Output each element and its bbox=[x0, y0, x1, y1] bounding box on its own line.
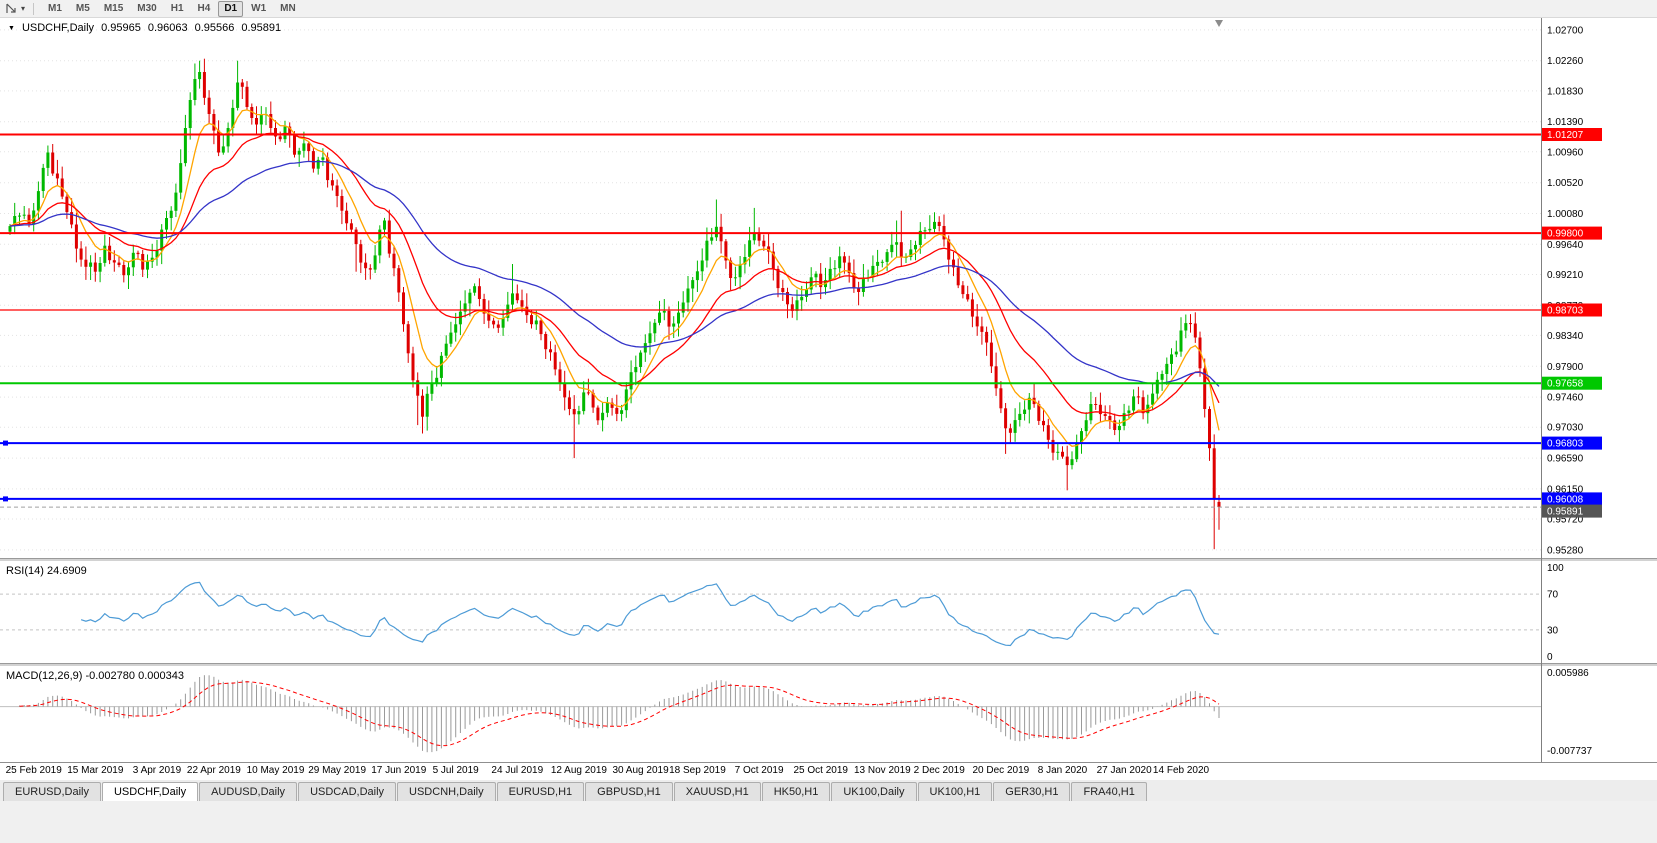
tab-xauusd-h1[interactable]: XAUUSD,H1 bbox=[673, 782, 761, 801]
timeframe-button-h4[interactable]: H4 bbox=[197, 2, 211, 14]
time-axis-label: 3 Apr 2019 bbox=[132, 765, 182, 776]
svg-text:0.97658: 0.97658 bbox=[1547, 379, 1584, 390]
svg-text:0.99210: 0.99210 bbox=[1547, 270, 1584, 281]
price-axis[interactable] bbox=[1542, 18, 1657, 762]
timeframe-button-m5[interactable]: M5 bbox=[75, 2, 90, 14]
timeframe-button-d1[interactable]: D1 bbox=[218, 0, 244, 17]
svg-text:0.97900: 0.97900 bbox=[1547, 362, 1584, 373]
time-axis-label: 30 Aug 2019 bbox=[612, 765, 669, 776]
tab-usdcnh-daily[interactable]: USDCNH,Daily bbox=[397, 782, 496, 801]
tab-eurusd-h1[interactable]: EURUSD,H1 bbox=[496, 782, 585, 801]
svg-text:0.95280: 0.95280 bbox=[1547, 545, 1584, 556]
time-axis-label: 2 Dec 2019 bbox=[913, 765, 965, 776]
svg-text:0.95720: 0.95720 bbox=[1547, 515, 1584, 526]
timeframe-button-h1[interactable]: H1 bbox=[170, 2, 184, 14]
svg-text:1.01390: 1.01390 bbox=[1547, 117, 1584, 128]
svg-text:0.005986: 0.005986 bbox=[1547, 668, 1589, 679]
time-axis-label: 20 Dec 2019 bbox=[972, 765, 1030, 776]
timeframe-button-m1[interactable]: M1 bbox=[48, 2, 62, 14]
crosshair-tool-icon[interactable] bbox=[5, 3, 18, 15]
svg-text:1.00960: 1.00960 bbox=[1547, 147, 1584, 158]
timeframe-button-mn[interactable]: MN bbox=[280, 2, 296, 14]
svg-text:0.96590: 0.96590 bbox=[1547, 454, 1584, 465]
timeframe-button-m15[interactable]: M15 bbox=[103, 2, 124, 14]
time-axis-label: 8 Jan 2020 bbox=[1037, 765, 1088, 776]
time-axis-label: 22 Apr 2019 bbox=[186, 765, 241, 776]
svg-text:0: 0 bbox=[1547, 652, 1553, 663]
time-axis-label: 18 Sep 2019 bbox=[669, 765, 726, 776]
svg-text:0.97030: 0.97030 bbox=[1547, 423, 1584, 434]
time-axis-label: 27 Jan 2020 bbox=[1096, 765, 1152, 776]
tab-fra40-h1[interactable]: FRA40,H1 bbox=[1071, 782, 1147, 801]
svg-text:0.96008: 0.96008 bbox=[1547, 494, 1584, 505]
svg-text:70: 70 bbox=[1547, 590, 1559, 601]
tab-uk100-daily[interactable]: UK100,Daily bbox=[831, 782, 917, 801]
tab-uk100-h1[interactable]: UK100,H1 bbox=[917, 782, 993, 801]
timeframe-toolbar: M1 M5 M15 M30 H1 H4 D1 W1 MN bbox=[42, 0, 304, 17]
time-axis-label: 15 Mar 2019 bbox=[67, 765, 124, 776]
svg-text:1.02700: 1.02700 bbox=[1547, 25, 1584, 36]
tab-ger30-h1[interactable]: GER30,H1 bbox=[993, 782, 1071, 801]
svg-text:-0.007737: -0.007737 bbox=[1547, 746, 1592, 757]
chart-tools-group: ▾ bbox=[5, 3, 25, 15]
toolbar-separator bbox=[33, 2, 35, 15]
tab-eurusd-daily[interactable]: EURUSD,Daily bbox=[3, 782, 101, 801]
tab-bar: EURUSD,Daily USDCHF,Daily AUDUSD,Daily USDC… bbox=[0, 779, 1657, 801]
svg-text:30: 30 bbox=[1547, 625, 1559, 636]
time-axis-label: 25 Feb 2019 bbox=[5, 765, 62, 776]
svg-text:1.01207: 1.01207 bbox=[1547, 130, 1584, 141]
time-axis-label: 24 Jul 2019 bbox=[491, 765, 544, 776]
tab-gbpusd-h1[interactable]: GBPUSD,H1 bbox=[585, 782, 673, 801]
svg-text:0.96803: 0.96803 bbox=[1547, 439, 1584, 450]
time-axis[interactable]: 25 Feb 2019 15 Mar 2019 3 Apr 2019 22 Apr 2… bbox=[0, 762, 1657, 780]
svg-text:1.00080: 1.00080 bbox=[1547, 209, 1584, 220]
time-axis-label: 17 Jun 2019 bbox=[371, 765, 427, 776]
svg-text:1.00520: 1.00520 bbox=[1547, 178, 1584, 189]
svg-text:0.99800: 0.99800 bbox=[1547, 229, 1584, 240]
svg-text:1.02260: 1.02260 bbox=[1547, 56, 1584, 67]
time-axis-label: 12 Aug 2019 bbox=[550, 765, 607, 776]
time-axis-label: 13 Nov 2019 bbox=[853, 765, 911, 776]
svg-text:0.95891: 0.95891 bbox=[1547, 507, 1584, 518]
tab-audusd-daily[interactable]: AUDUSD,Daily bbox=[199, 782, 298, 801]
time-axis-label: 10 May 2019 bbox=[246, 765, 305, 776]
toolbar: ▾ M1 M5 M15 M30 H1 H4 D1 W1 MN bbox=[0, 0, 1657, 18]
svg-text:1.01830: 1.01830 bbox=[1547, 86, 1584, 97]
svg-text:100: 100 bbox=[1547, 563, 1564, 574]
time-axis-label: 29 May 2019 bbox=[308, 765, 367, 776]
chart-canvas[interactable]: 1.02700 1.02260 1.01830 1.01390 1.00960 1.005… bbox=[0, 18, 1657, 762]
chart-window: 1.02700 1.02260 1.01830 1.01390 1.00960 1.005… bbox=[0, 18, 1657, 780]
bottom-filler bbox=[0, 801, 1657, 843]
time-axis-label: 25 Oct 2019 bbox=[793, 765, 848, 776]
time-axis-label: 5 Jul 2019 bbox=[432, 765, 479, 776]
svg-text:0.96150: 0.96150 bbox=[1547, 484, 1584, 495]
timeframe-button-m30[interactable]: M30 bbox=[137, 2, 157, 14]
dropdown-arrow-icon[interactable]: ▾ bbox=[21, 4, 26, 13]
svg-text:0.98340: 0.98340 bbox=[1547, 331, 1584, 342]
svg-text:0.99640: 0.99640 bbox=[1547, 240, 1584, 251]
tab-hk50-h1[interactable]: HK50,H1 bbox=[761, 782, 831, 801]
tab-usdchf-daily[interactable]: USDCHF,Daily bbox=[101, 782, 199, 801]
svg-text:0.97460: 0.97460 bbox=[1547, 393, 1584, 404]
tab-usdcad-daily[interactable]: USDCAD,Daily bbox=[298, 782, 397, 801]
timeframe-button-w1[interactable]: W1 bbox=[251, 2, 267, 14]
time-axis-label: 14 Feb 2020 bbox=[1152, 765, 1210, 776]
time-axis-label: 7 Oct 2019 bbox=[734, 765, 784, 776]
svg-text:0.98703: 0.98703 bbox=[1547, 306, 1584, 317]
